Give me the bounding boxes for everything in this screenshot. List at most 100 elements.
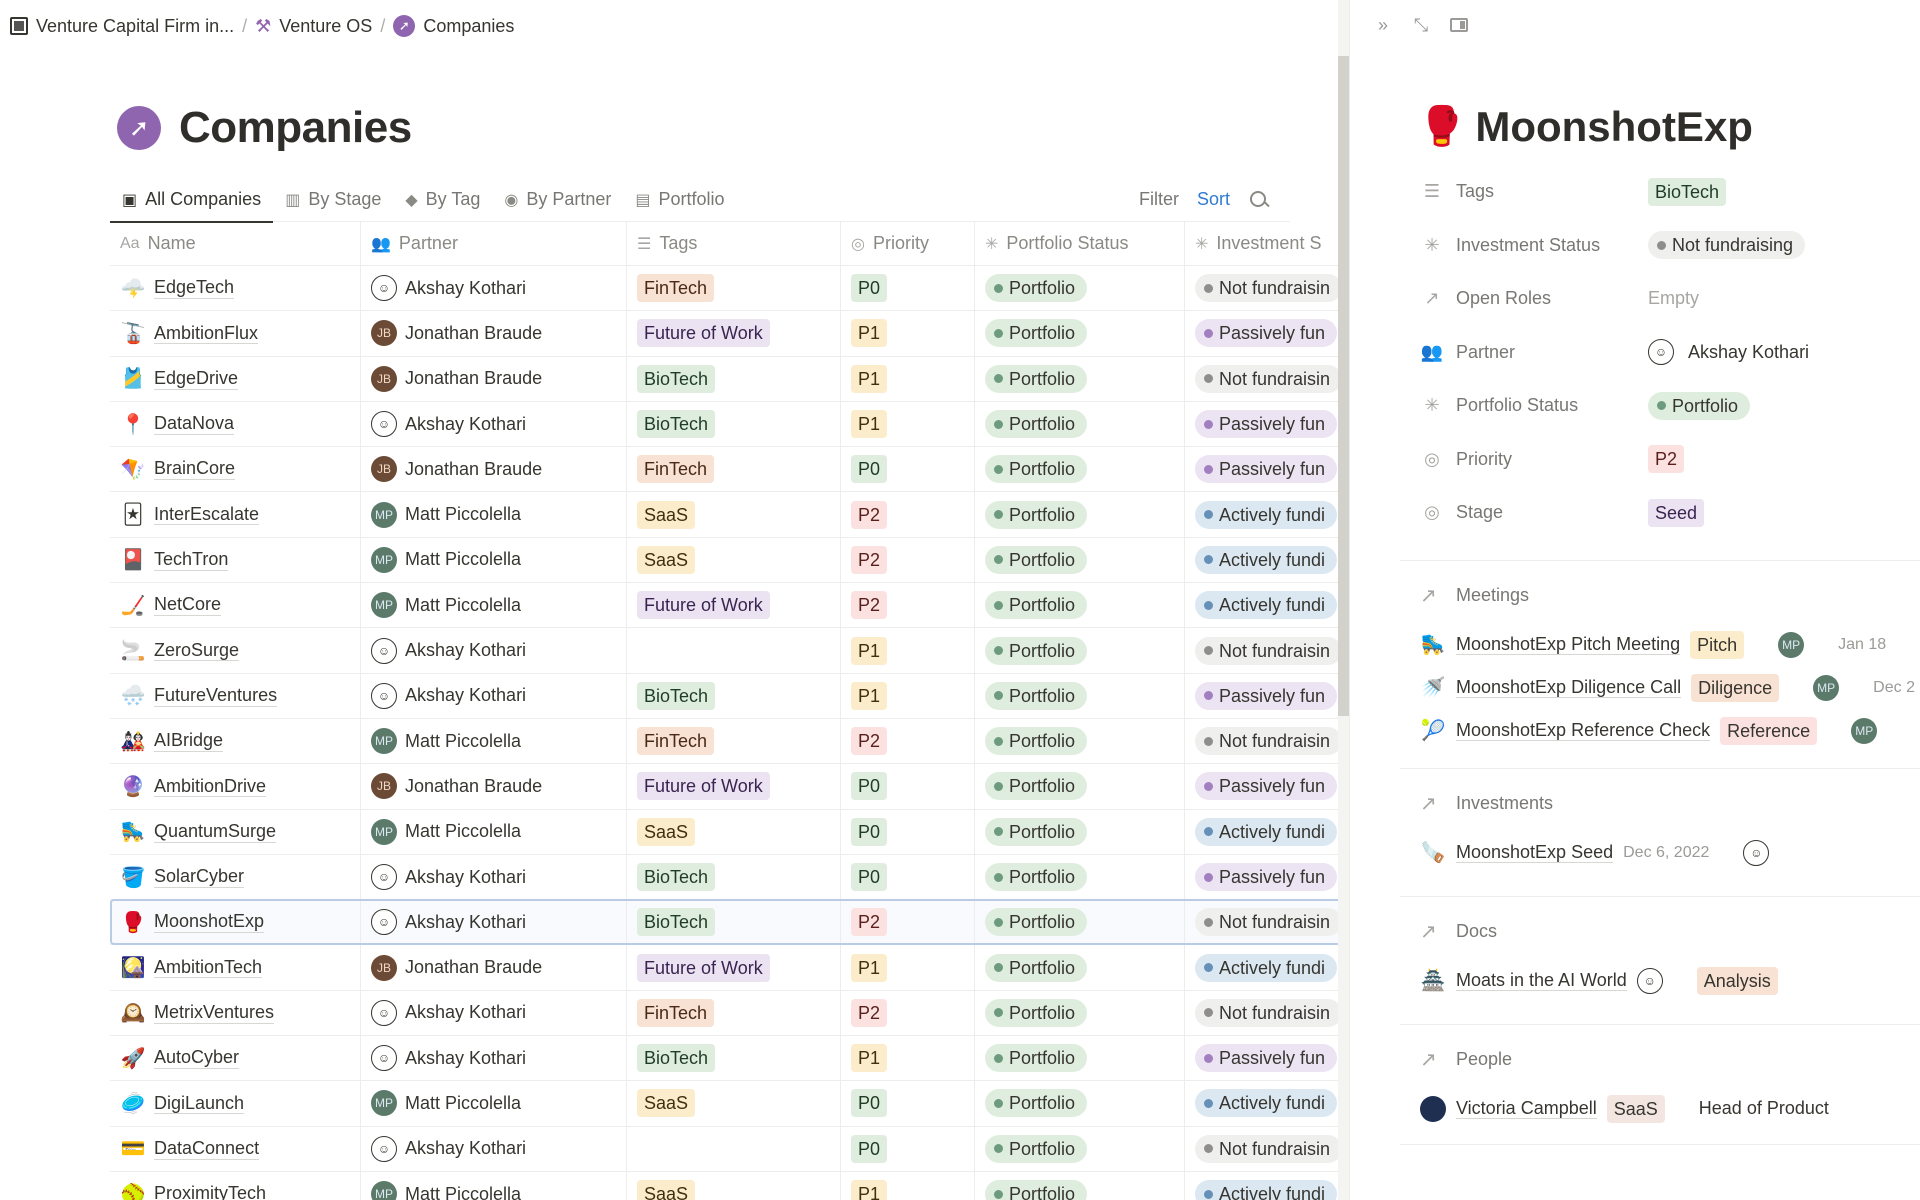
- doc-item[interactable]: 🏯 Moats in the AI World ☺ Analysis: [1400, 959, 1920, 1002]
- cell-partner[interactable]: ☺ Akshay Kothari: [361, 900, 627, 945]
- cell-portfolio-status[interactable]: Portfolio: [975, 401, 1185, 447]
- tag-chip[interactable]: BioTech: [637, 364, 716, 393]
- cell-priority[interactable]: P0: [841, 447, 975, 492]
- cell-priority[interactable]: P1: [841, 628, 975, 673]
- meeting-item[interactable]: 🛼 MoonshotExp Pitch Meeting Pitch MP Jan 18: [1400, 623, 1920, 666]
- company-name-link[interactable]: BrainCore: [154, 458, 236, 481]
- table-row[interactable]: 📍 DataNova ☺ Akshay Kothari BioTech P1 Portfol…: [110, 401, 1338, 448]
- status-pill[interactable]: Portfolio: [985, 817, 1088, 846]
- cell-name[interactable]: 🔮 AmbitionDrive: [110, 764, 361, 809]
- cell-partner[interactable]: MP Matt Piccolella: [361, 718, 627, 764]
- table-row[interactable]: 🛼 QuantumSurge MP Matt Piccolella SaaS P0 Port…: [110, 809, 1338, 855]
- cell-partner[interactable]: JB Jonathan Braude: [361, 356, 627, 401]
- company-name-link[interactable]: EdgeTech: [154, 277, 235, 299]
- doc-link[interactable]: Moats in the AI World: [1456, 969, 1627, 992]
- cell-partner[interactable]: MP Matt Piccolella: [361, 809, 627, 854]
- table-row[interactable]: 🚀 AutoCyber ☺ Akshay Kothari BioTech P1 Portfo…: [110, 1036, 1338, 1082]
- cell-investment-status[interactable]: Passively fun: [1185, 402, 1338, 446]
- column-header-name[interactable]: Aa Name: [110, 222, 361, 265]
- cell-priority[interactable]: P1: [841, 356, 975, 401]
- cell-investment-status[interactable]: Not fundraisin: [1185, 1127, 1338, 1171]
- cell-tags[interactable]: [627, 628, 841, 673]
- priority-chip[interactable]: P0: [851, 274, 888, 303]
- cell-partner[interactable]: ☺ Akshay Kothari: [361, 1126, 627, 1171]
- cell-tags[interactable]: BioTech: [627, 356, 841, 401]
- table-row[interactable]: 🎎 AIBridge MP Matt Piccolella FinTech P2 Portf…: [110, 718, 1338, 765]
- cell-investment-status[interactable]: Not fundraisin: [1185, 628, 1338, 672]
- cell-investment-status[interactable]: Passively fun: [1185, 764, 1338, 808]
- tag-chip[interactable]: SaaS: [637, 500, 696, 529]
- company-name-link[interactable]: AmbitionDrive: [154, 775, 267, 798]
- cell-investment-status[interactable]: Passively fun: [1185, 674, 1338, 718]
- cell-tags[interactable]: BioTech: [627, 900, 841, 945]
- priority-chip[interactable]: P0: [851, 455, 888, 484]
- company-name-link[interactable]: DigiLaunch: [154, 1092, 245, 1115]
- cell-name[interactable]: 💳 DataConnect: [110, 1126, 361, 1171]
- peek-title-text[interactable]: MoonshotExp: [1475, 103, 1753, 150]
- cell-partner[interactable]: MP Matt Piccolella: [361, 1081, 627, 1126]
- tag-chip[interactable]: BioTech: [637, 908, 716, 937]
- priority-chip[interactable]: P1: [851, 364, 888, 393]
- cell-priority[interactable]: P0: [841, 1126, 975, 1171]
- table-row[interactable]: 🌩️ EdgeTech ☺ Akshay Kothari FinTech P0 Portfo…: [110, 266, 1338, 312]
- tag-chip[interactable]: BioTech: [637, 1044, 716, 1073]
- status-pill[interactable]: Portfolio: [985, 455, 1088, 484]
- property-value[interactable]: ☺ Akshay Kothari: [1648, 339, 1809, 366]
- filter-button[interactable]: Filter: [1138, 189, 1179, 209]
- table-row[interactable]: 🏒 NetCore MP Matt Piccolella Future of Work P…: [110, 583, 1338, 629]
- company-name-link[interactable]: MetrixVentures: [154, 1002, 275, 1024]
- company-name-link[interactable]: SolarCyber: [154, 866, 245, 888]
- property-value[interactable]: P2: [1648, 445, 1685, 474]
- status-pill[interactable]: Actively fundi: [1195, 1180, 1338, 1200]
- meeting-type-chip[interactable]: Pitch: [1690, 630, 1745, 659]
- investment-link[interactable]: MoonshotExp Seed: [1456, 841, 1614, 864]
- cell-tags[interactable]: SaaS: [627, 1081, 841, 1126]
- cell-name[interactable]: 🎽 EdgeDrive: [110, 356, 361, 401]
- cell-name[interactable]: 🏒 NetCore: [110, 583, 361, 628]
- cell-investment-status[interactable]: Actively fundi: [1185, 810, 1338, 854]
- status-pill[interactable]: Portfolio: [985, 1044, 1088, 1073]
- cell-tags[interactable]: Future of Work: [627, 583, 841, 628]
- company-name-link[interactable]: AmbitionTech: [154, 956, 263, 979]
- table-row[interactable]: 🔮 AmbitionDrive JB Jonathan Braude Future of…: [110, 764, 1338, 810]
- cell-partner[interactable]: ☺ Akshay Kothari: [361, 673, 627, 718]
- status-pill[interactable]: Passively fun: [1195, 1044, 1338, 1073]
- person-item[interactable]: Victoria Campbell SaaS Head of Product: [1400, 1087, 1920, 1130]
- cell-tags[interactable]: [627, 1126, 841, 1171]
- cell-partner[interactable]: JB Jonathan Braude: [361, 311, 627, 356]
- company-name-link[interactable]: QuantumSurge: [154, 820, 277, 843]
- priority-chip[interactable]: P2: [851, 591, 888, 620]
- tag-chip[interactable]: FinTech: [637, 455, 715, 484]
- cell-name[interactable]: 🥊 MoonshotExp: [110, 900, 361, 945]
- page-title-text[interactable]: Companies: [179, 103, 412, 152]
- status-pill[interactable]: Portfolio: [985, 591, 1088, 620]
- status-pill[interactable]: Portfolio: [985, 410, 1088, 439]
- priority-chip[interactable]: P1: [851, 636, 888, 665]
- cell-priority[interactable]: P0: [841, 809, 975, 854]
- cell-investment-status[interactable]: Actively fundi: [1185, 945, 1338, 989]
- cell-name[interactable]: 🚀 AutoCyber: [110, 1036, 361, 1081]
- cell-priority[interactable]: P0: [841, 266, 975, 311]
- cell-name[interactable]: 🪣 SolarCyber: [110, 854, 361, 900]
- tag-chip[interactable]: BioTech: [637, 410, 716, 439]
- cell-priority[interactable]: P1: [841, 673, 975, 718]
- tag-chip[interactable]: BioTech: [637, 863, 716, 891]
- priority-chip[interactable]: P1: [851, 1044, 888, 1073]
- cell-portfolio-status[interactable]: Portfolio: [975, 1081, 1185, 1126]
- company-name-link[interactable]: DataNova: [154, 413, 235, 435]
- property-priority[interactable]: ◎ Priority P2: [1420, 433, 1900, 487]
- tag-chip[interactable]: SaaS: [637, 1089, 696, 1118]
- priority-chip[interactable]: P0: [851, 1134, 888, 1163]
- tag-chip[interactable]: FinTech: [637, 998, 715, 1027]
- company-name-link[interactable]: DataConnect: [154, 1137, 260, 1160]
- status-pill[interactable]: Actively fundi: [1195, 500, 1338, 529]
- person-tag-chip[interactable]: SaaS: [1606, 1094, 1665, 1123]
- company-name-link[interactable]: NetCore: [154, 594, 222, 617]
- cell-tags[interactable]: SaaS: [627, 809, 841, 854]
- cell-investment-status[interactable]: Not fundraisin: [1185, 266, 1338, 310]
- cell-investment-status[interactable]: Passively fun: [1185, 855, 1338, 899]
- tag-chip[interactable]: FinTech: [637, 727, 715, 756]
- cell-tags[interactable]: BioTech: [627, 854, 841, 900]
- status-pill[interactable]: Portfolio: [985, 908, 1088, 937]
- person-link[interactable]: Victoria Campbell: [1456, 1097, 1597, 1120]
